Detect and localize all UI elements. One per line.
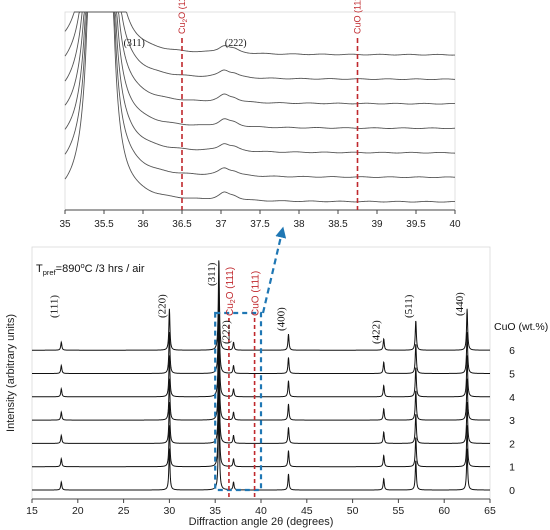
series-label: 6: [509, 345, 515, 357]
main-peak-label: (440): [454, 292, 466, 316]
main-peak-label: (311): [206, 262, 218, 286]
series-label: 2: [509, 438, 515, 450]
chart-title: Tpref=890oC /3 hrs / air: [36, 261, 145, 277]
inset-x-tick-label: 35: [59, 219, 71, 230]
xrd-trace: [32, 283, 490, 374]
inset-reference-label: CuO (111): [353, 0, 363, 34]
inset-trace: [64, 11, 456, 179]
inset-x-tick-label: 36: [137, 219, 149, 230]
inset-x-tick-label: 39: [371, 219, 383, 230]
main-x-tick-label: 35: [209, 505, 221, 517]
inset-reference-label: Cu2O (111): [177, 0, 189, 34]
inset-x-tick-label: 38.5: [328, 219, 348, 230]
main-peak-label: (111): [48, 295, 60, 318]
main-peak-label: (220): [156, 294, 168, 318]
main-peak-label: (422): [371, 320, 383, 344]
inset-x-tick-label: 36.5: [172, 219, 192, 230]
inset-trace: [64, 11, 456, 154]
y-axis-title: Intensity (arbitrary units): [5, 314, 17, 432]
xrd-trace: [32, 330, 490, 421]
main-x-tick-label: 65: [484, 505, 496, 517]
series-label: 0: [509, 485, 515, 497]
x-axis-title: Diffraction angle 2θ (degrees): [189, 516, 334, 528]
inset-trace: [64, 11, 456, 130]
inset-trace: [64, 11, 456, 105]
main-x-tick-label: 40: [255, 505, 267, 517]
inset-x-tick-label: 37: [215, 219, 227, 230]
series-label: 4: [509, 392, 515, 404]
main-peak-label: (511): [403, 294, 415, 318]
main-x-tick-label: 30: [164, 505, 176, 517]
main-x-tick-label: 15: [26, 505, 38, 517]
series-label: 5: [509, 369, 515, 381]
inset-x-tick-label: 40: [449, 219, 461, 230]
inset-trace: [64, 11, 456, 203]
xrd-trace: [32, 353, 490, 444]
main-x-tick-label: 60: [438, 505, 450, 517]
series-label: 1: [509, 462, 515, 474]
inset-x-tick-label: 37.5: [250, 219, 270, 230]
main-peak-label: (400): [275, 307, 287, 331]
series-label-header: CuO (wt.%): [494, 321, 548, 333]
main-x-tick-label: 25: [118, 505, 130, 517]
inset-x-tick-label: 35.5: [94, 219, 114, 230]
xrd-trace: [32, 400, 490, 491]
inset-x-tick-label: 38: [293, 219, 305, 230]
main-reference-label: CuO (111): [251, 271, 262, 316]
main-x-tick-label: 55: [393, 505, 405, 517]
inset-chart: 35 35.5 36 36.5 37 37.5 38 38.5 39 39.5 40 Cu2O (11…: [59, 0, 461, 230]
main-x-tick-label: 20: [72, 505, 84, 517]
zoom-connector: [261, 226, 287, 314]
inset-trace: [64, 11, 456, 81]
series-label: 3: [509, 415, 515, 427]
main-x-tick-label: 50: [347, 505, 359, 517]
zoom-arrow: [261, 226, 287, 314]
main-peak-label: (222): [221, 320, 233, 344]
inset-trace: [64, 11, 456, 56]
main-x-tick-label: 45: [301, 505, 313, 517]
zoom-box: [214, 311, 263, 492]
inset-peak-label: (222): [225, 38, 247, 49]
inset-x-tick-label: 39.5: [406, 219, 426, 230]
main-reference-label: Cu2O (111): [225, 267, 237, 316]
inset-peak-label: (311): [124, 38, 145, 49]
